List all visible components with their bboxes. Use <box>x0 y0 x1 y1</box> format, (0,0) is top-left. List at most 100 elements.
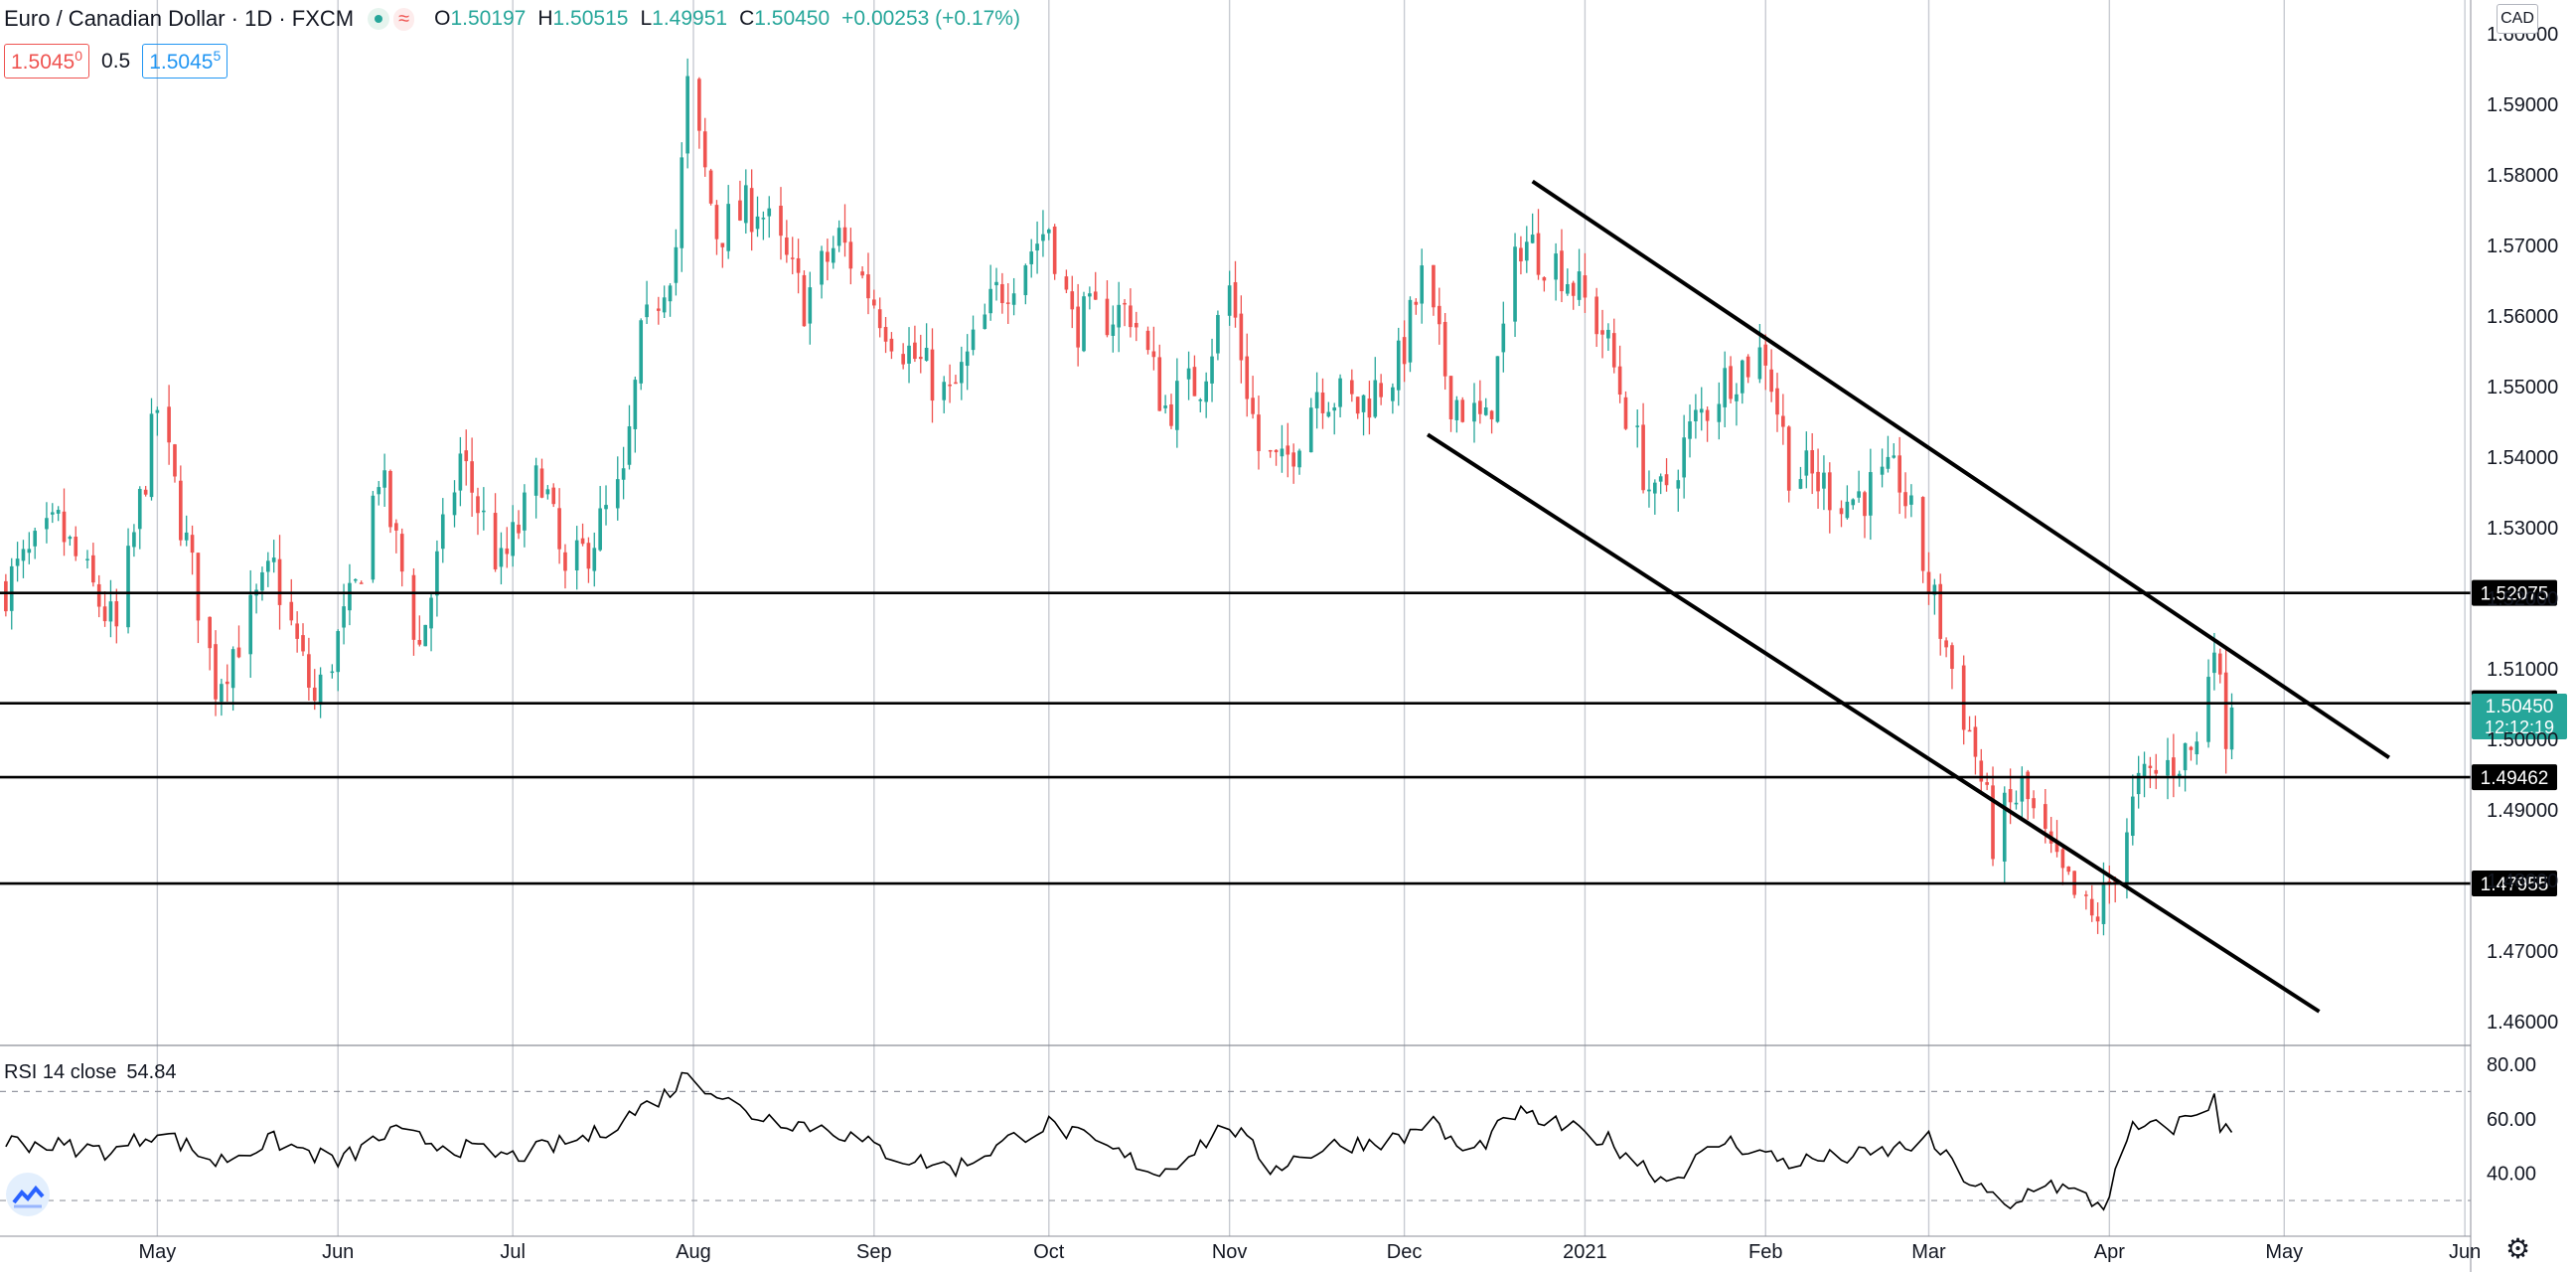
candle-down <box>62 511 67 543</box>
candle-down <box>883 327 888 342</box>
price-tick-label: 1.58000 <box>2487 165 2558 187</box>
candle-down <box>476 496 480 514</box>
candle-down <box>208 616 212 649</box>
candle-up <box>808 287 813 324</box>
candle-down <box>1245 356 1250 399</box>
candle-up <box>767 208 772 217</box>
wave-icon[interactable]: ≈ <box>393 7 415 31</box>
candle-down <box>802 274 807 327</box>
candle-down <box>954 382 958 385</box>
ohlc-values: O1.50197 H1.50515 L1.49951 C1.50450 +0.00253… <box>434 7 1020 30</box>
candle-down <box>196 553 201 621</box>
candle-down <box>872 299 876 306</box>
candle-up <box>2142 763 2147 776</box>
candle-up <box>627 426 632 465</box>
candle-up <box>1513 246 1517 322</box>
candle-up <box>971 329 976 351</box>
candle-up <box>435 551 439 596</box>
candle-up <box>1501 323 1506 353</box>
candle-up <box>1280 448 1285 457</box>
candle-down <box>1134 322 1138 328</box>
candle-up <box>2166 759 2170 776</box>
candle-down <box>307 654 311 689</box>
candle-up <box>1210 356 1214 384</box>
time-tick-label: Mar <box>1911 1241 1946 1263</box>
candle-down <box>91 555 95 583</box>
candle-down <box>697 79 701 131</box>
rsi-value: 54.84 <box>126 1061 177 1083</box>
candles <box>4 58 2234 936</box>
candle-down <box>551 487 556 505</box>
candle-down <box>1839 508 1844 515</box>
channel-trendline <box>1426 432 2321 1014</box>
candle-down <box>1489 410 1494 419</box>
candle-up <box>924 347 929 361</box>
candle-up <box>108 601 113 622</box>
candle-down <box>1920 497 1925 571</box>
buy-button[interactable]: 1.50455 <box>142 44 228 79</box>
candle-down <box>749 188 754 233</box>
candle-down <box>1973 726 1978 757</box>
candle-down <box>1979 760 1984 782</box>
candle-down <box>708 170 713 204</box>
candle-up <box>1495 356 1500 422</box>
last-price-tag <box>2472 693 2567 739</box>
candle-up <box>615 479 620 509</box>
candle-up <box>1216 314 1220 354</box>
candle-down <box>1460 399 1465 422</box>
candle-up <box>1635 425 1640 427</box>
candle-down <box>1961 665 1966 730</box>
candle-down <box>96 583 101 607</box>
price-tick-label: 1.46000 <box>2487 1012 2558 1034</box>
level-price-label: 1.47955 <box>2481 874 2549 895</box>
candle-down <box>2060 849 2065 869</box>
time-tick-label: Jun <box>322 1241 354 1263</box>
sell-button[interactable]: 1.50450 <box>4 44 90 79</box>
candle-down <box>901 354 905 365</box>
candle-up <box>1682 437 1686 478</box>
gear-icon[interactable]: ⚙ <box>2505 1233 2531 1264</box>
candle-up <box>674 246 679 283</box>
candle-up <box>645 304 649 318</box>
candle-up <box>318 674 323 706</box>
currency-button[interactable]: CAD <box>2497 4 2538 34</box>
candle-up <box>680 157 684 248</box>
candle-up <box>1396 340 1401 391</box>
candle-down <box>1005 302 1010 304</box>
candle-up <box>2130 796 2135 837</box>
candle-down <box>918 357 923 360</box>
candle-down <box>1251 398 1255 414</box>
candle-down <box>1093 291 1098 300</box>
candle-up <box>1804 450 1809 476</box>
candle-down <box>1000 283 1004 303</box>
candle-down <box>2026 771 2031 800</box>
candle-up <box>1880 466 1885 475</box>
candle-up <box>1011 293 1016 305</box>
candle-down <box>179 480 183 541</box>
candle-up <box>371 495 376 580</box>
candle-down <box>1536 233 1541 275</box>
candle-up <box>260 571 264 591</box>
symbol-title[interactable]: Euro / Canadian Dollar · 1D · FXCM <box>4 6 355 31</box>
candle-up <box>726 204 731 251</box>
candle-down <box>1810 450 1815 474</box>
candle-down <box>738 200 742 221</box>
candle-down <box>470 461 474 493</box>
candle-down <box>1291 452 1295 467</box>
quote-panel: 1.50450 0.5 1.50455 <box>4 44 228 79</box>
candle-down <box>2223 672 2228 749</box>
price-tick-label: 1.56000 <box>2487 306 2558 328</box>
candle-up <box>960 362 964 384</box>
candle-up <box>1932 584 1937 595</box>
tradingview-logo-icon[interactable] <box>6 1173 50 1216</box>
candle-up <box>132 532 136 548</box>
candle-down <box>539 468 544 498</box>
candle-down <box>1781 415 1785 427</box>
candle-down <box>2066 866 2071 873</box>
level-price-tag <box>2472 579 2557 606</box>
candle-down <box>1816 471 1820 492</box>
candle-down <box>1944 640 1948 648</box>
candle-up <box>265 560 270 572</box>
candle-up <box>755 216 760 230</box>
